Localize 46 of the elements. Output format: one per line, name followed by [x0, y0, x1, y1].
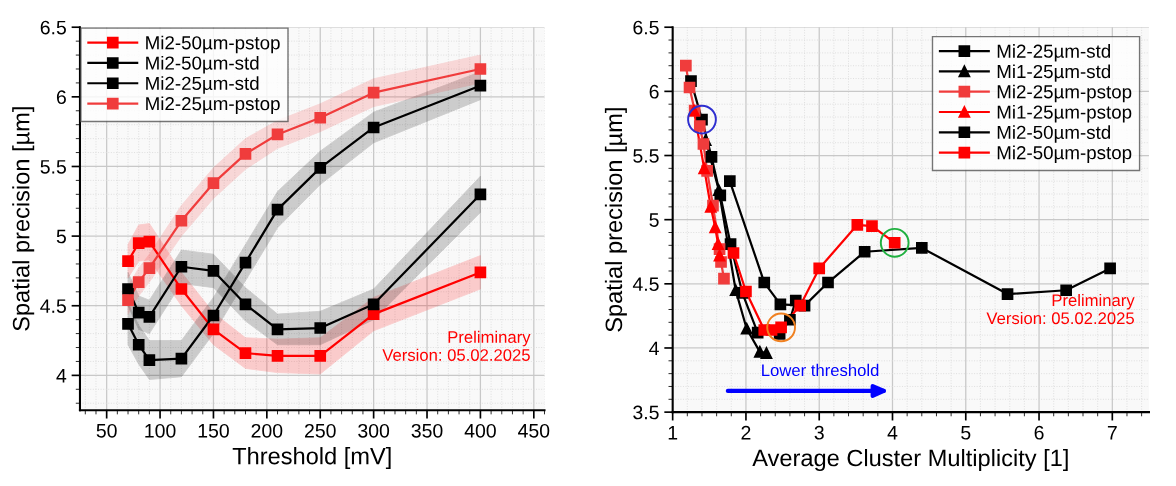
- x-tick-label: 450: [518, 423, 550, 438]
- y-tick-label: 3.5: [633, 405, 659, 420]
- y-tick-label: 6: [56, 90, 66, 105]
- x-tick-label: 6: [1034, 425, 1044, 440]
- legend-label: Mi2-25µm-std: [997, 44, 1111, 62]
- y-tick-label: 4: [56, 369, 67, 383]
- y-tick-label: 5.5: [633, 149, 659, 163]
- x-tick-label: 4: [887, 426, 898, 440]
- legend-label: Mi2-25µm-pstop: [146, 96, 280, 115]
- x-tick-label: 350: [411, 423, 443, 438]
- x-tick-label: 7: [1107, 426, 1117, 440]
- x-tick-label: 2: [741, 425, 751, 440]
- x-axis-title: Average Cluster Multiplicity [1]: [752, 449, 1068, 472]
- y-tick-label: 5: [649, 213, 659, 227]
- legend-label: Mi2-25µm-std: [146, 76, 259, 94]
- legend-label: Mi1-25µm-std: [997, 64, 1111, 82]
- x-tick-label: 50: [96, 423, 117, 438]
- y-axis-title: Spatial precision [µm]: [604, 108, 627, 332]
- y-tick-label: 4: [649, 341, 659, 356]
- x-tick-label: 250: [305, 423, 336, 438]
- x-tick-label: 300: [358, 423, 390, 438]
- x-tick-label: 400: [464, 423, 496, 438]
- x-tick-label: 150: [198, 423, 229, 438]
- y-tick-label: 4.5: [632, 277, 659, 292]
- annotation: Preliminary Version: 05.02.2025: [382, 330, 531, 361]
- y-axis-title: Spatial precision [µm]: [12, 107, 35, 331]
- legend-label: Mi2-50µm-std: [146, 55, 259, 74]
- y-tick-label: 5: [56, 229, 66, 244]
- y-tick-label: 6.5: [40, 20, 66, 35]
- y-tick-label: 6.5: [633, 20, 659, 35]
- x-tick-label: 1: [668, 426, 678, 440]
- y-tick-label: 4.5: [40, 299, 66, 313]
- legend-label: Mi2-50µm-pstop: [146, 35, 280, 54]
- x-tick-label: 100: [145, 423, 176, 438]
- y-tick-label: 5.5: [40, 160, 66, 174]
- legend-label: Mi2-25µm-pstop: [997, 84, 1132, 103]
- annotation: Preliminary Version: 05.02.2025: [986, 293, 1135, 325]
- x-tick-label: 3: [814, 425, 824, 440]
- y-tick-label: 6: [649, 84, 659, 99]
- x-tick-label: 200: [251, 423, 283, 438]
- legend-label: Mi2-50µm-std: [997, 125, 1111, 143]
- x-axis-title: Threshold [mV]: [232, 447, 391, 470]
- legend-label: Mi1-25µm-pstop: [997, 104, 1132, 123]
- legend-label: Mi2-50µm-pstop: [997, 145, 1132, 164]
- x-tick-label: 5: [961, 426, 971, 440]
- annotation: Lower threshold: [762, 363, 879, 377]
